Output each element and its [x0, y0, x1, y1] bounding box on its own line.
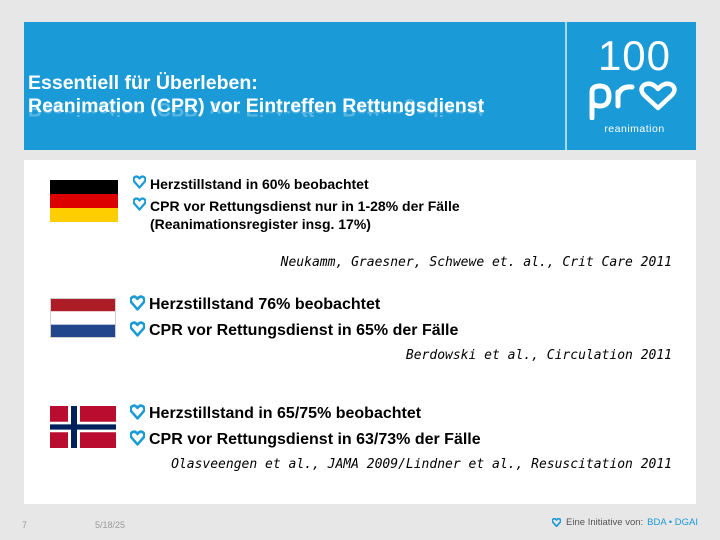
bullet-text: CPR vor Rettungsdienst nur in 1-28% der …: [150, 198, 460, 214]
bullet-text: Herzstillstand in 65/75% beobachtet: [149, 405, 422, 422]
bullet-text: CPR vor Rettungsdienst in 65% der Fälle: [149, 322, 459, 339]
heart-icon: [552, 518, 562, 527]
slide-title: Essentiell für Überleben: Reanimation (C…: [28, 72, 548, 118]
list-item: Herzstillstand in 60% beobachtet: [133, 175, 369, 193]
initiative-organizations: BDA • DGAI: [647, 517, 698, 528]
slide-title-reflection-line2: Reanimation (CPR) vor Eintreffen Rettung…: [28, 98, 485, 120]
logo-pro-wordmark: [589, 81, 677, 120]
citation: Olasveengen et al., JAMA 2009/Lindner et…: [171, 457, 672, 472]
bullet-text-continued: (Reanimationsregister insg. 17%): [150, 216, 371, 232]
bullet-text: Herzstillstand 76% beobachtet: [149, 296, 381, 313]
initiative-footer: Eine Initiative von: BDA • DGAI: [552, 517, 698, 528]
germany-flag: [50, 180, 118, 222]
list-item: Herzstillstand 76% beobachtet: [130, 295, 380, 315]
initiative-label: Eine Initiative von:: [566, 517, 644, 528]
bullet-text: Herzstillstand in 60% beobachtet: [150, 176, 369, 192]
list-item: Herzstillstand in 65/75% beobachtet: [130, 404, 421, 424]
citation: Neukamm, Graesner, Schwewe et. al., Crit…: [280, 255, 672, 270]
heart-bullet-icon: [130, 295, 145, 311]
norway-flag: [50, 406, 116, 448]
list-item: CPR vor Rettungsdienst in 63/73% der Fäl…: [130, 430, 481, 450]
list-item: CPR vor Rettungsdienst nur in 1-28% der …: [133, 197, 460, 233]
heart-bullet-icon: [130, 430, 145, 446]
slide-date: 5/18/25: [95, 520, 126, 530]
heart-bullet-icon: [133, 197, 146, 211]
netherlands-flag: [50, 298, 116, 338]
100pro-logo: 100 reanimation: [582, 30, 687, 142]
list-item: CPR vor Rettungsdienst in 65% der Fälle: [130, 321, 458, 341]
heart-bullet-icon: [130, 404, 145, 420]
slide-title-reflection: Reanimation (CPR) vor Eintreffen Rettung…: [28, 90, 548, 120]
logo-number: 100: [597, 32, 672, 79]
page-number: 7: [22, 520, 28, 530]
logo-subtitle: reanimation: [604, 123, 665, 135]
logo-divider: [565, 22, 567, 150]
heart-bullet-icon: [133, 175, 146, 189]
slide-title-line2: Reanimation (CPR) vor Eintreffen Rettung…: [28, 95, 485, 117]
slide-title-line1: Essentiell für Überleben:: [28, 72, 258, 94]
heart-bullet-icon: [130, 321, 145, 337]
bullet-text: CPR vor Rettungsdienst in 63/73% der Fäl…: [149, 431, 481, 448]
citation: Berdowski et al., Circulation 2011: [405, 348, 672, 363]
slide-header: [24, 22, 696, 150]
